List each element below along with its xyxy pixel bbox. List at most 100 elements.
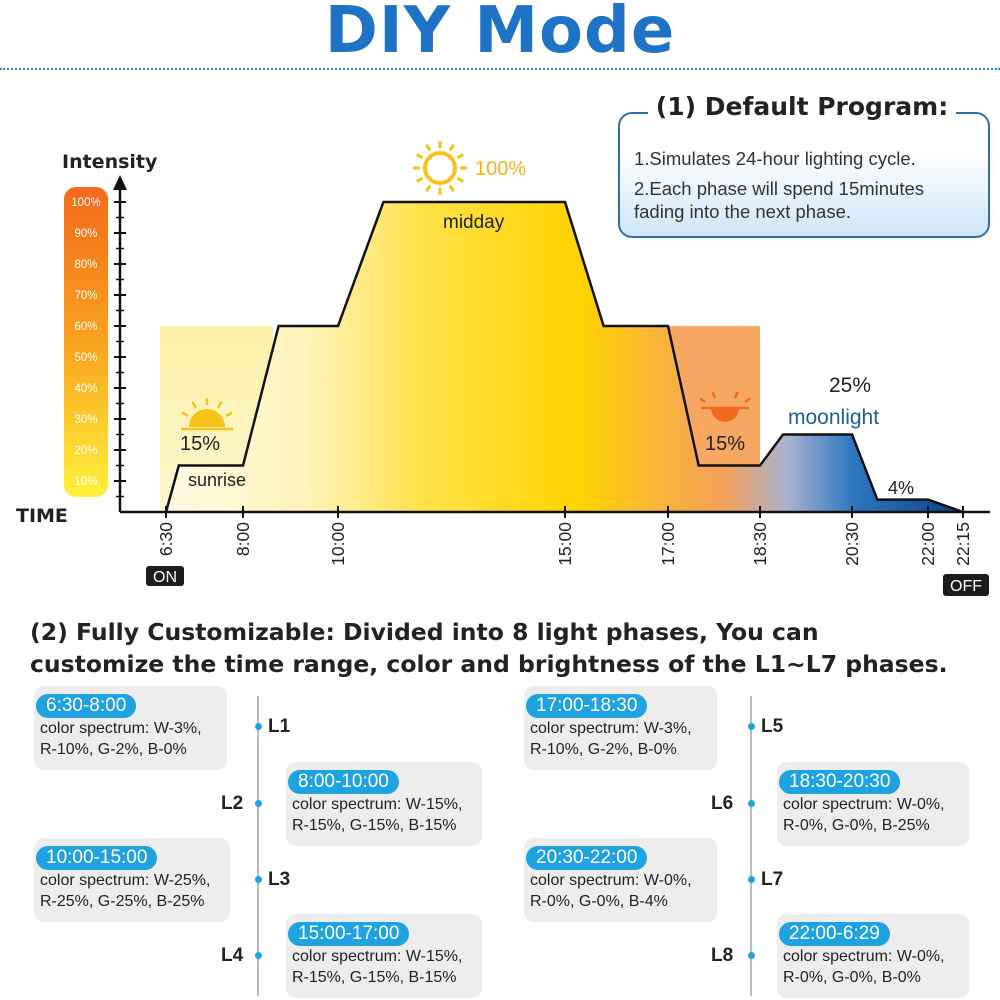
intensity-line (164, 200, 964, 514)
default-program-line-1: 1.Simulates 24-hour lighting cycle. (634, 148, 916, 169)
intensity-scale-bar: 100% 90% 80% 70% 60% 50% 40% 30% 20% 10% (64, 187, 126, 498)
phase-time: 20:30-22:00 (526, 846, 648, 870)
phase-card-l1: 6:30-8:00 color spectrum: W-3%, R-10%, G… (34, 686, 227, 770)
customizable-heading-line-1: (2) Fully Customizable: Divided into 8 l… (30, 618, 819, 646)
phase-card-l2: 8:00-10:00 color spectrum: W-15%, R-15%,… (286, 762, 482, 846)
sun-ray (456, 153, 465, 160)
phase-card-l8: 22:00-6:29 color spectrum: W-0%, R-0%, G… (777, 914, 969, 998)
moon-icon (812, 370, 826, 398)
chart-axes: Intensity TIME (16, 151, 990, 527)
phase-spectrum: color spectrum: W-0%, (783, 948, 945, 965)
phase-spectrum-values: R-0%, G-0%, B-4% (530, 893, 668, 910)
intensity-gradient-bar (64, 187, 108, 497)
phase-label-l4: L4 (221, 945, 244, 966)
sunrise-ray (181, 411, 189, 418)
on-badge (146, 566, 184, 586)
phase-time: 15:00-17:00 (288, 922, 410, 946)
phase-card-l5: 17:00-18:30 color spectrum: W-3%, R-10%,… (524, 686, 717, 770)
phase-label-l8: L8 (711, 945, 734, 966)
y-tick-label: 80% (74, 259, 97, 271)
moon-percent: 25% (829, 374, 871, 397)
default-program-line-3: fading into the next phase. (634, 201, 852, 222)
y-tick-label: 100% (71, 197, 100, 209)
timeline-dot-l6 (748, 800, 755, 807)
phase-spectrum: color spectrum: W-15%, (292, 948, 463, 965)
y-tick-label: 60% (74, 321, 97, 333)
x-tick-label: 22:15 (953, 522, 973, 566)
night-percent: 4% (888, 478, 914, 498)
timeline-dot-l3 (255, 876, 262, 883)
sunset-ray (699, 397, 706, 404)
phase-spectrum: color spectrum: W-15%, (292, 796, 463, 813)
phase-spectrum: color spectrum: W-3%, (530, 720, 692, 737)
moon-label: moonlight (788, 406, 879, 429)
off-badge (943, 574, 989, 596)
phase-time: 22:00-6:29 (779, 922, 890, 946)
page-title: DIY Mode (324, 0, 676, 68)
phase-time: 18:30-20:30 (779, 770, 901, 794)
x-tick-label: 10:00 (328, 522, 348, 566)
phase-time: 10:00-15:00 (36, 846, 158, 870)
sun-ray (415, 176, 424, 183)
phase-label-l2: L2 (221, 793, 244, 814)
phase-spectrum-values: R-15%, G-15%, B-15% (292, 817, 457, 834)
timeline-dot-l1 (255, 723, 262, 730)
phase-spectrum-values: R-25%, G-25%, B-25% (40, 893, 205, 910)
phase-label-l6: L6 (711, 793, 734, 814)
sunrise-ray (225, 411, 233, 418)
customizable-heading: (2) Fully Customizable: Divided into 8 l… (30, 616, 990, 680)
phase-spectrum: color spectrum: W-25%, (40, 872, 211, 889)
x-tick-label: 18:30 (750, 522, 770, 566)
timeline-dot-l4 (255, 952, 262, 959)
sun-ray (448, 184, 455, 193)
sunrise-percent: 15% (180, 433, 220, 455)
customizable-heading-line-2: customize the time range, color and brig… (30, 650, 948, 678)
phase-spectrum: color spectrum: W-0%, (530, 872, 692, 889)
timeline-dot-l8 (748, 952, 755, 959)
default-program-box: 1.Simulates 24-hour lighting cycle. 2.Ea… (618, 112, 990, 238)
phase-spectrum: color spectrum: W-3%, (40, 720, 202, 737)
phase-card-l6: 18:30-20:30 color spectrum: W-0%, R-0%, … (777, 762, 969, 846)
x-tick-label: 22:00 (918, 522, 938, 566)
x-tick-label: 20:30 (842, 522, 862, 566)
lighting-cycle-chart: Intensity TIME 100% 90% 80% 70% 60% 50% 40% 30% 2… (16, 141, 990, 596)
sunrise-icon (189, 409, 225, 427)
phase-card-l4: 15:00-17:00 color spectrum: W-15%, R-15%… (286, 914, 482, 998)
timeline-right (750, 696, 752, 996)
y-axis-label: Intensity (62, 151, 158, 173)
phase-card-l3: 10:00-15:00 color spectrum: W-25%, R-25%… (34, 838, 230, 922)
timeline-dot-l5 (748, 723, 755, 730)
sun-ray (415, 153, 424, 160)
sunset-percent: 15% (705, 433, 745, 455)
phase-time: 17:00-18:30 (526, 694, 648, 718)
title-divider (0, 68, 1000, 70)
y-tick-label: 70% (74, 290, 97, 302)
phase-label-l7: L7 (761, 869, 784, 890)
sunrise-label: sunrise (188, 470, 246, 490)
y-tick-label: 20% (74, 445, 97, 457)
sun-ray (456, 176, 465, 183)
timeline-left (257, 696, 259, 996)
sun-icon (423, 151, 457, 185)
on-label: ON (153, 569, 177, 586)
time-ticks: 6:30 8:00 10:00 15:00 17:00 18:30 20:30 22:00 22… (146, 506, 989, 596)
y-tick-label: 10% (74, 476, 97, 488)
sunset-icon (711, 408, 739, 422)
x-tick-label: 17:00 (658, 522, 678, 566)
timeline-dot-l2 (255, 800, 262, 807)
x-tick-label: 6:30 (156, 522, 176, 556)
phase-spectrum-values: R-0%, G-0%, B-0% (783, 969, 921, 986)
sunset-ray (733, 391, 739, 399)
midday-percent: 100% (475, 158, 526, 180)
y-tick-label: 30% (74, 414, 97, 426)
sunrise-ray (216, 401, 223, 409)
phase-card-l7: 20:30-22:00 color spectrum: W-0%, R-0%, … (524, 838, 717, 922)
x-tick-label: 15:00 (555, 522, 575, 566)
phase-spectrum-values: R-10%, G-2%, B-0% (40, 741, 187, 758)
phase-spectrum: color spectrum: W-0%, (783, 796, 945, 813)
sun-ray (425, 184, 432, 193)
y-tick-label: 50% (74, 352, 97, 364)
sun-ray (425, 143, 432, 152)
y-tick-label: 90% (74, 228, 97, 240)
chart-annotations: 15% sunrise 100% midday 15% 25% moonlight 4% (180, 141, 914, 498)
